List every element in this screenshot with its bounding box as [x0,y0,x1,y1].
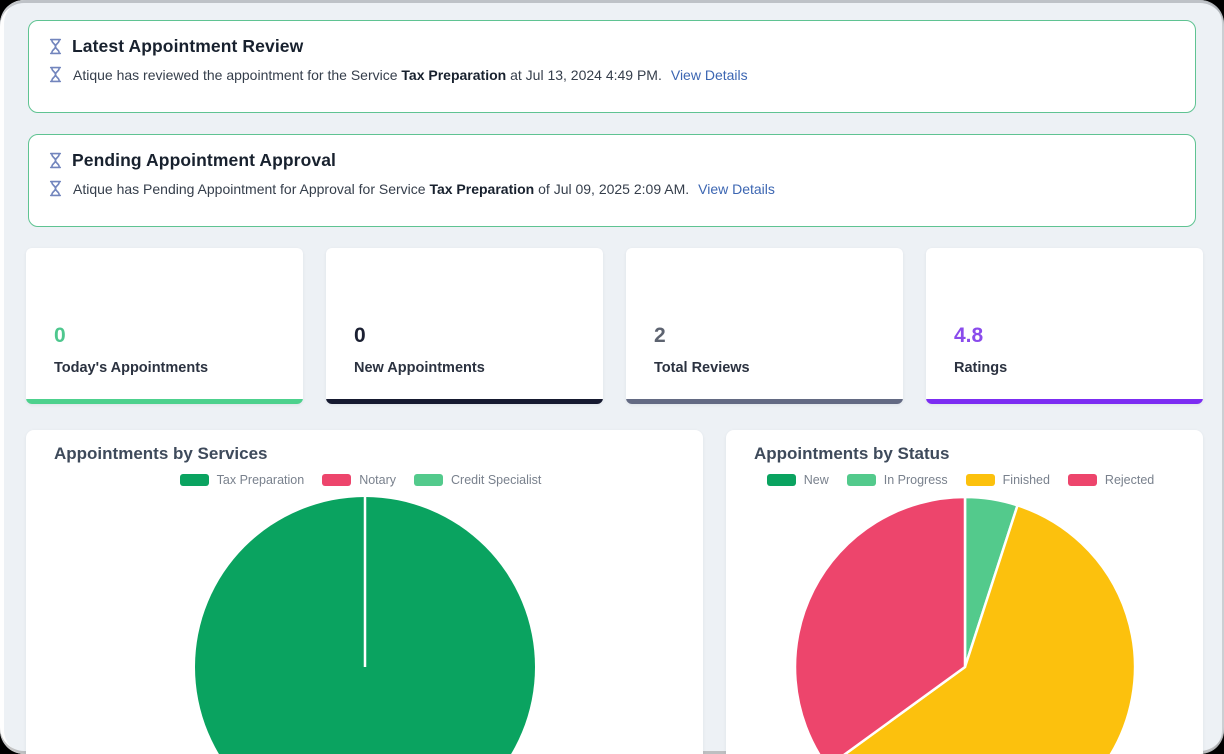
legend-label: Tax Preparation [216,473,305,487]
stat-card-total-reviews: 2 Total Reviews [626,248,903,404]
charts-row: Appointments by Services Tax Preparation… [0,430,1224,754]
legend-item-rejected[interactable]: Rejected [1067,473,1162,487]
stat-card-new-appointments: 0 New Appointments [326,248,603,404]
stat-value: 4.8 [954,324,984,347]
service-name: Tax Preparation [401,66,507,83]
services-pie-chart[interactable] [193,495,537,754]
chart-legend: Tax Preparation Notary Credit Specialist [26,473,703,487]
legend-swatch [965,474,995,486]
stat-accent-bar [926,399,1203,404]
legend-item-new[interactable]: New [766,473,837,487]
stat-card-todays-appointments: 0 Today's Appointments [26,248,303,404]
stat-label: New Appointments [354,360,485,376]
stat-accent-bar [26,399,303,404]
legend-swatch [766,474,796,486]
legend-item-finished[interactable]: Finished [965,473,1058,487]
latest-review-banner: Latest Appointment Review Atique has rev… [28,20,1196,113]
view-details-link[interactable]: View Details [670,66,748,83]
hourglass-icon [49,152,62,169]
legend-item-credit-specialist[interactable]: Credit Specialist [414,473,549,487]
stat-accent-bar [326,399,603,404]
pie-slice-rejected[interactable] [793,495,966,754]
stat-label: Total Reviews [654,360,750,376]
appointments-by-status-chart-card: Appointments by Status New In Progress Fin… [726,430,1203,754]
chart-legend: New In Progress Finished Rejected [726,473,1203,487]
legend-item-in-progress[interactable]: In Progress [846,473,956,487]
pending-approval-banner: Pending Appointment Approval Atique has … [28,134,1196,227]
stat-value: 0 [354,324,366,347]
legend-label: Notary [359,473,397,487]
stats-row: 0 Today's Appointments 0 New Appointment… [0,248,1224,404]
appointments-by-services-chart-card: Appointments by Services Tax Preparation… [26,430,703,754]
banner-message: Atique has reviewed the appointment for … [73,66,748,83]
stat-accent-bar [626,399,903,404]
legend-label: Finished [1002,473,1050,487]
legend-swatch [322,474,352,486]
banner-title: Latest Appointment Review [72,36,304,56]
legend-item-tax-preparation[interactable]: Tax Preparation [179,473,313,487]
banner-title: Pending Appointment Approval [72,150,336,170]
pie-slice-finished[interactable] [827,504,1136,754]
legend-swatch [846,474,876,486]
hourglass-icon [49,66,62,83]
legend-label: New [803,473,829,487]
hourglass-icon [49,38,62,55]
stat-value: 2 [654,324,666,347]
stat-value: 0 [54,324,66,347]
chart-title: Appointments by Status [754,444,950,463]
legend-item-notary[interactable]: Notary [322,473,404,487]
chart-title: Appointments by Services [54,444,268,463]
legend-label: Rejected [1104,473,1155,487]
legend-label: Credit Specialist [451,473,542,487]
stat-label: Ratings [954,360,1008,376]
legend-swatch [179,474,209,486]
legend-swatch [414,474,444,486]
service-name: Tax Preparation [429,180,535,197]
banner-message: Atique has Pending Appointment for Appro… [73,180,775,197]
legend-label: In Progress [883,473,948,487]
status-pie-chart[interactable] [793,495,1137,754]
hourglass-icon [49,180,62,197]
stat-card-ratings: 4.8 Ratings [926,248,1203,404]
stat-label: Today's Appointments [54,360,209,376]
view-details-link[interactable]: View Details [698,180,775,197]
legend-swatch [1067,474,1097,486]
